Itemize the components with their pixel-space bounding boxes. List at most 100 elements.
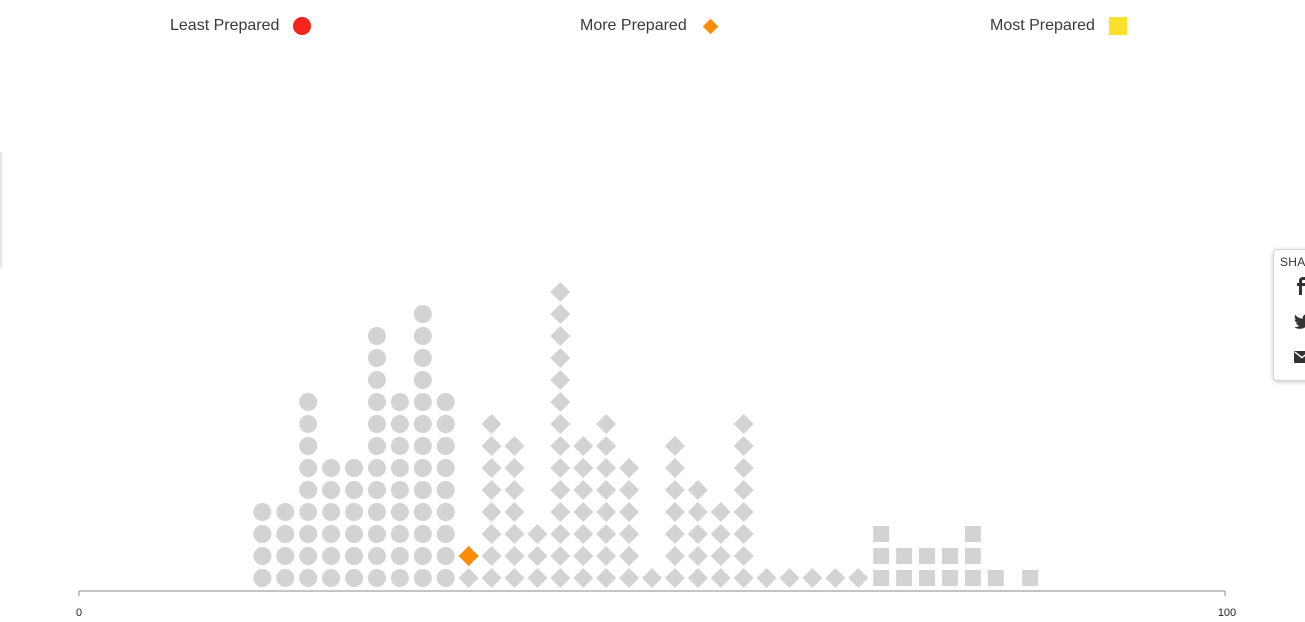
data-point-diamond[interactable] — [550, 524, 571, 544]
data-point-circle[interactable] — [413, 415, 432, 433]
data-point-circle[interactable] — [436, 437, 455, 455]
data-point-diamond[interactable] — [504, 568, 525, 588]
data-point-circle[interactable] — [345, 481, 364, 499]
data-point-diamond[interactable] — [664, 568, 685, 588]
data-point-circle[interactable] — [345, 569, 364, 587]
data-point-diamond[interactable] — [664, 458, 685, 478]
data-point-diamond[interactable] — [596, 546, 617, 566]
data-point-diamond[interactable] — [481, 524, 502, 544]
data-point-circle[interactable] — [390, 569, 409, 587]
data-point-square[interactable] — [964, 570, 981, 586]
data-point-circle[interactable] — [276, 525, 295, 543]
highlighted-data-point[interactable] — [458, 546, 479, 566]
data-point-diamond[interactable] — [481, 480, 502, 500]
data-point-circle[interactable] — [436, 415, 455, 433]
data-point-diamond[interactable] — [550, 304, 571, 324]
data-point-diamond[interactable] — [573, 458, 594, 478]
data-point-circle[interactable] — [413, 371, 432, 389]
facebook-icon[interactable] — [1294, 277, 1305, 295]
data-point-circle[interactable] — [413, 349, 432, 367]
data-point-diamond[interactable] — [687, 568, 708, 588]
data-point-circle[interactable] — [299, 459, 318, 477]
data-point-diamond[interactable] — [504, 502, 525, 522]
data-point-circle[interactable] — [299, 503, 318, 521]
data-point-diamond[interactable] — [825, 568, 846, 588]
data-point-circle[interactable] — [413, 525, 432, 543]
data-point-diamond[interactable] — [619, 546, 640, 566]
data-point-diamond[interactable] — [710, 546, 731, 566]
data-point-circle[interactable] — [299, 569, 318, 587]
data-point-diamond[interactable] — [550, 436, 571, 456]
data-point-circle[interactable] — [390, 415, 409, 433]
data-point-diamond[interactable] — [756, 568, 777, 588]
data-point-circle[interactable] — [322, 525, 341, 543]
data-point-circle[interactable] — [367, 327, 386, 345]
data-point-diamond[interactable] — [573, 502, 594, 522]
data-point-circle[interactable] — [322, 547, 341, 565]
data-point-diamond[interactable] — [596, 436, 617, 456]
data-point-diamond[interactable] — [504, 480, 525, 500]
data-point-circle[interactable] — [299, 481, 318, 499]
data-point-diamond[interactable] — [481, 502, 502, 522]
data-point-diamond[interactable] — [596, 458, 617, 478]
data-point-diamond[interactable] — [802, 568, 823, 588]
data-point-diamond[interactable] — [550, 414, 571, 434]
data-point-square[interactable] — [987, 570, 1004, 586]
data-point-diamond[interactable] — [573, 524, 594, 544]
data-point-circle[interactable] — [367, 569, 386, 587]
data-point-square[interactable] — [896, 548, 913, 564]
data-point-circle[interactable] — [253, 569, 272, 587]
data-point-diamond[interactable] — [733, 436, 754, 456]
data-point-diamond[interactable] — [664, 546, 685, 566]
data-point-square[interactable] — [919, 548, 936, 564]
data-point-diamond[interactable] — [550, 502, 571, 522]
data-point-diamond[interactable] — [550, 348, 571, 368]
data-point-diamond[interactable] — [733, 458, 754, 478]
data-point-diamond[interactable] — [550, 480, 571, 500]
data-point-diamond[interactable] — [573, 436, 594, 456]
data-point-diamond[interactable] — [733, 524, 754, 544]
data-point-circle[interactable] — [322, 569, 341, 587]
data-point-circle[interactable] — [436, 569, 455, 587]
data-point-square[interactable] — [873, 526, 890, 542]
data-point-diamond[interactable] — [664, 524, 685, 544]
data-point-diamond[interactable] — [481, 458, 502, 478]
data-point-diamond[interactable] — [687, 480, 708, 500]
data-point-circle[interactable] — [299, 547, 318, 565]
data-point-diamond[interactable] — [687, 546, 708, 566]
data-point-square[interactable] — [873, 548, 890, 564]
data-point-circle[interactable] — [276, 547, 295, 565]
data-point-diamond[interactable] — [504, 458, 525, 478]
data-point-circle[interactable] — [367, 525, 386, 543]
data-point-diamond[interactable] — [733, 502, 754, 522]
data-point-diamond[interactable] — [733, 414, 754, 434]
data-point-circle[interactable] — [367, 349, 386, 367]
data-point-circle[interactable] — [413, 503, 432, 521]
data-point-circle[interactable] — [299, 393, 318, 411]
data-point-square[interactable] — [941, 570, 958, 586]
data-point-circle[interactable] — [390, 525, 409, 543]
data-point-circle[interactable] — [390, 393, 409, 411]
data-point-circle[interactable] — [345, 525, 364, 543]
data-point-circle[interactable] — [299, 437, 318, 455]
data-point-diamond[interactable] — [664, 502, 685, 522]
data-point-diamond[interactable] — [733, 480, 754, 500]
data-point-diamond[interactable] — [573, 480, 594, 500]
data-point-circle[interactable] — [436, 393, 455, 411]
data-point-circle[interactable] — [367, 547, 386, 565]
data-point-square[interactable] — [873, 570, 890, 586]
data-point-diamond[interactable] — [619, 458, 640, 478]
data-point-diamond[interactable] — [527, 568, 548, 588]
data-point-circle[interactable] — [436, 459, 455, 477]
data-point-diamond[interactable] — [550, 282, 571, 302]
data-point-circle[interactable] — [345, 503, 364, 521]
data-point-diamond[interactable] — [550, 326, 571, 346]
data-point-diamond[interactable] — [504, 524, 525, 544]
data-point-diamond[interactable] — [504, 436, 525, 456]
data-point-diamond[interactable] — [527, 546, 548, 566]
data-point-diamond[interactable] — [687, 502, 708, 522]
data-point-square[interactable] — [964, 548, 981, 564]
data-point-circle[interactable] — [413, 393, 432, 411]
data-point-square[interactable] — [896, 570, 913, 586]
data-point-diamond[interactable] — [481, 568, 502, 588]
